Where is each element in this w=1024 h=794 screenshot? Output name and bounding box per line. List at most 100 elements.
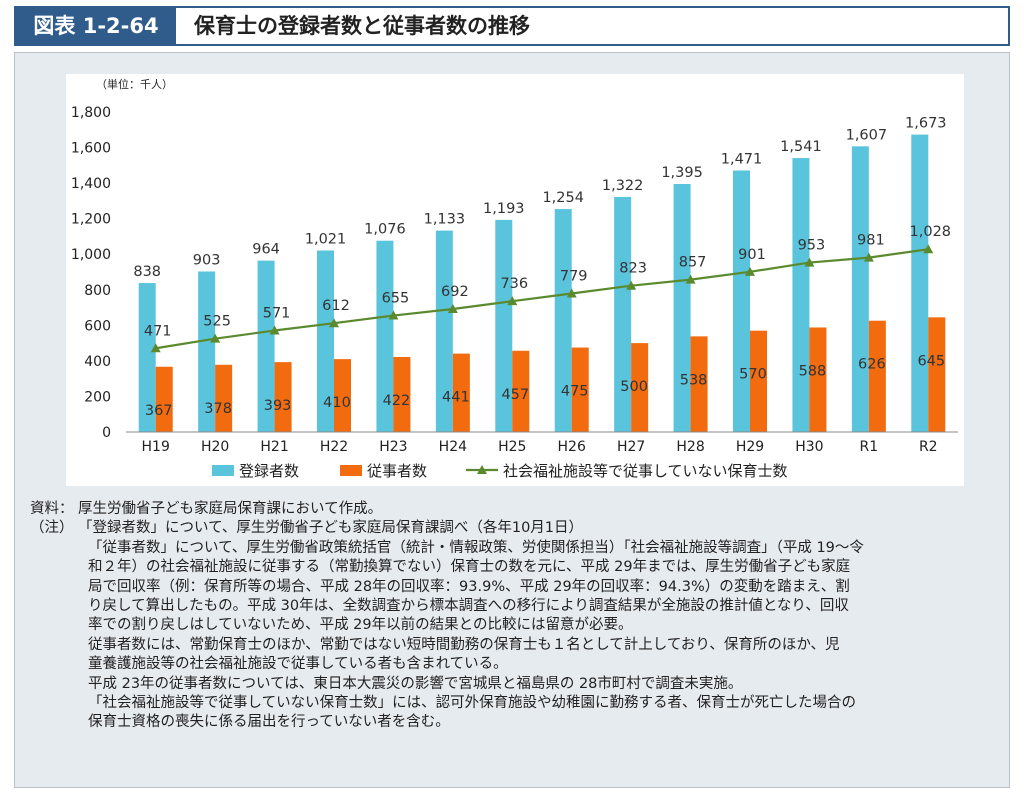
x-tick-label: H22 [320,439,348,455]
x-tick-label: R2 [919,439,938,455]
bar-employed [809,327,827,432]
line-marker [923,244,934,254]
data-label-registered: 1,322 [602,178,644,194]
legend-label: 従事者数 [367,462,427,480]
figure-number: 図表 1-2-64 [16,8,176,44]
data-label-employed: 393 [264,398,292,414]
bar-employed [928,317,946,432]
note-line: 和２年）の社会福祉施設に従事する（常勤換算でない）保育士の数を元に、平成 29年… [88,559,851,576]
line-non-employed [155,248,929,350]
bar-registered [138,283,156,432]
data-label-non-employed: 471 [144,323,172,339]
x-tick-label: H29 [736,439,764,455]
figure-header: 図表 1-2-64 保育士の登録者数と従事者数の推移 [14,6,1010,46]
bar-registered [733,170,750,432]
note-line: 従事者数には、常勤保育士のほか、常勤ではない短時間勤務の保育士も１名として計上し… [88,636,840,653]
bar-employed [750,330,767,432]
data-label-employed: 645 [917,353,945,369]
line-marker [210,333,221,343]
x-tick-label: H26 [558,439,586,455]
note-line: り戻して算出したもの。平成 30年は、全数調査から標本調査への移行により調査結果… [88,598,849,615]
bar-registered [435,230,453,432]
data-label-employed: 367 [145,403,173,419]
line-marker [329,318,339,328]
data-label-employed: 626 [858,357,886,373]
y-tick-label: 0 [102,425,111,441]
data-label-non-employed: 692 [441,284,469,300]
data-label-registered: 903 [193,252,221,268]
x-tick-label: H20 [201,439,229,455]
data-label-non-employed: 823 [619,261,647,277]
data-label-employed: 410 [323,395,351,411]
bar-registered [495,219,513,432]
bar-employed [155,366,173,432]
bar-employed [393,356,411,432]
note-line: 「従事者数」について、厚生労働省政策統括官（統計・情報政策、労使関係担当）「社会… [88,539,864,556]
bar-registered [257,260,275,432]
data-label-employed: 500 [620,379,648,395]
note-label: （注） [30,520,74,537]
bar-registered [376,240,394,432]
data-label-registered: 1,133 [424,212,466,228]
y-tick-label: 600 [84,318,111,334]
chart-area: （単位：千人） 0 200 400 600 800 1,000 1,200 1,400 1,600… [66,74,964,486]
note-row: （注） 「登録者数」について、厚生労働省子ども家庭局保育課調べ（各年10月1日） [30,519,1000,538]
bar-employed [868,320,886,432]
data-label-registered: 1,607 [846,127,888,143]
data-label-registered: 1,673 [905,116,947,132]
data-label-non-employed: 953 [798,238,826,254]
y-tick-label: 1,400 [71,176,111,192]
line-marker [269,325,280,335]
data-label-non-employed: 571 [263,305,291,321]
data-label-registered: 838 [133,264,161,280]
line-marker [745,266,755,276]
legend-swatch-registered [212,465,234,476]
source-label: 資料： [30,501,74,517]
data-label-non-employed: 1,028 [910,224,952,240]
legend-swatch-employed [340,465,362,476]
data-label-registered: 1,471 [721,151,763,167]
y-tick-label: 1,600 [71,141,111,157]
y-tick-label: 1,200 [71,212,111,228]
x-tick-label: H30 [795,439,823,455]
bar-employed [690,336,708,432]
line-marker [566,288,577,298]
bar-registered [198,271,216,432]
data-label-non-employed: 612 [322,298,350,314]
y-tick-label: 1,000 [71,247,111,263]
legend-label: 社会福祉施設等で従事していない保育士数 [503,462,788,480]
line-marker [447,303,458,313]
line-marker [685,274,696,284]
data-label-employed: 588 [799,363,827,379]
bar-employed [274,362,292,432]
bar-employed [512,350,530,432]
data-label-employed: 441 [442,390,470,406]
bar-registered [317,250,334,432]
data-label-registered: 1,076 [364,222,406,238]
data-label-non-employed: 901 [738,247,766,263]
line-marker [507,296,518,306]
combo-chart: （単位：千人） 0 200 400 600 800 1,000 1,200 1,400 1,600… [71,77,958,480]
data-label-employed: 538 [680,372,708,388]
line-marker [863,252,874,262]
bar-registered [673,184,691,432]
source-text: 厚生労働省子ども家庭局保育課において作成。 [78,501,383,517]
notes-section: 資料： 厚生労働省子ども家庭局保育課において作成。 （注） 「登録者数」について… [30,500,1000,733]
y-tick-label: 800 [84,283,111,299]
line-marker [388,310,399,320]
bar-registered [554,209,572,432]
data-label-employed: 570 [739,367,767,383]
line-marker [150,343,161,353]
bar-employed [631,343,649,432]
x-tick-label: H28 [676,439,704,455]
data-label-registered: 964 [252,242,280,258]
bar-registered [851,146,869,433]
bar-employed [215,364,233,432]
line-marker [804,257,815,267]
note-line: 局で回収率（例：保育所等の場合、平成 28年の回収率：93.9%、平成 29年の… [88,578,850,595]
data-label-registered: 1,193 [483,201,525,217]
data-label-employed: 422 [383,393,411,409]
note-line: 童養護施設等の社会福祉施設で従事している者も含まれている。 [88,656,508,673]
x-tick-label: R1 [860,439,879,455]
data-label-registered: 1,021 [305,231,347,247]
